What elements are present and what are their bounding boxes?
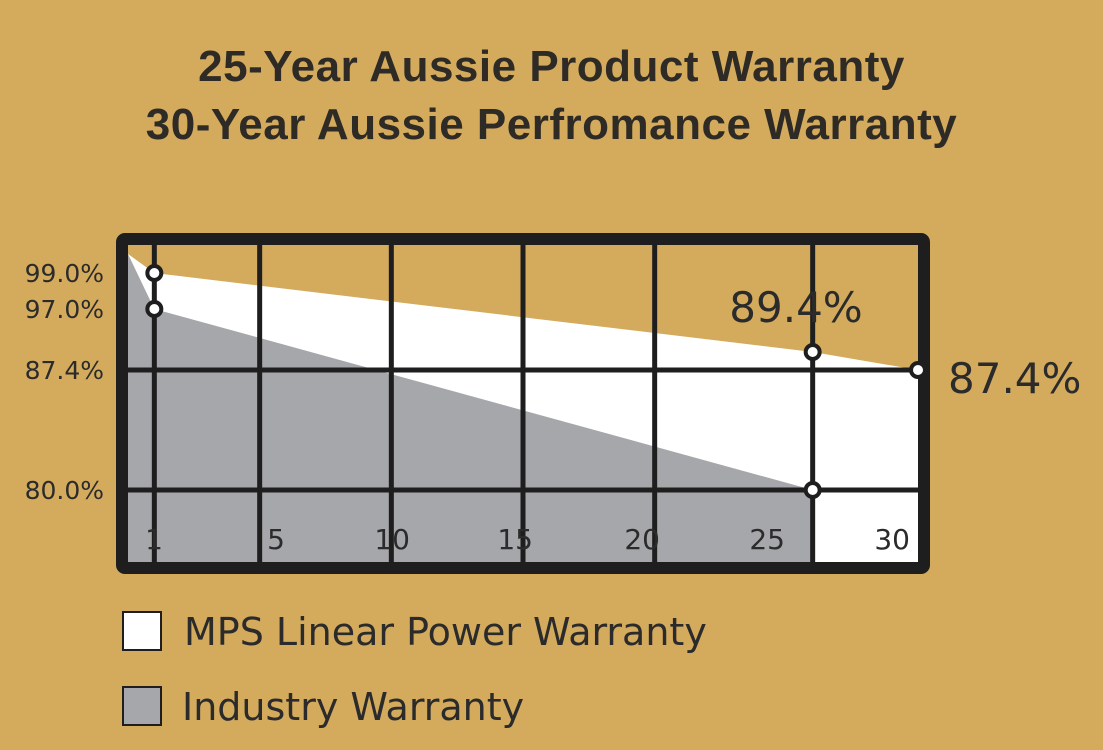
x-tick-label-15: 15	[497, 523, 533, 556]
legend-swatch-mps	[122, 611, 162, 651]
y-tick-label-1: 97.0%	[25, 295, 104, 324]
legend-label-mps: MPS Linear Power Warranty	[184, 610, 707, 654]
legend-swatch-industry	[122, 686, 162, 726]
y-tick-label-0: 99.0%	[25, 259, 104, 288]
data-point-1	[145, 300, 164, 318]
y-tick-label-3: 80.0%	[25, 476, 104, 505]
x-tick-label-30: 30	[874, 523, 910, 556]
annotation-89-4: 89.4%	[729, 283, 862, 332]
chart-frame	[116, 233, 930, 574]
legend-label-industry: Industry Warranty	[182, 685, 525, 729]
x-tick-label-5: 5	[267, 523, 285, 556]
x-tick-label-1: 1	[145, 523, 163, 556]
industry-warranty-area	[128, 254, 813, 562]
y-tick-label-2: 87.4%	[25, 356, 104, 385]
x-tick-label-25: 25	[749, 523, 785, 556]
data-point-4	[803, 481, 822, 499]
chart-title-line2: 30-Year Aussie Perfromance Warranty	[145, 100, 958, 149]
annotation-87-4: 87.4%	[948, 354, 1081, 403]
x-tick-label-20: 20	[624, 523, 660, 556]
data-point-2	[803, 343, 822, 361]
data-point-0	[145, 264, 164, 282]
x-tick-label-10: 10	[374, 523, 410, 556]
chart-title-line1: 25-Year Aussie Product Warranty	[198, 42, 905, 91]
data-point-3	[909, 361, 927, 379]
